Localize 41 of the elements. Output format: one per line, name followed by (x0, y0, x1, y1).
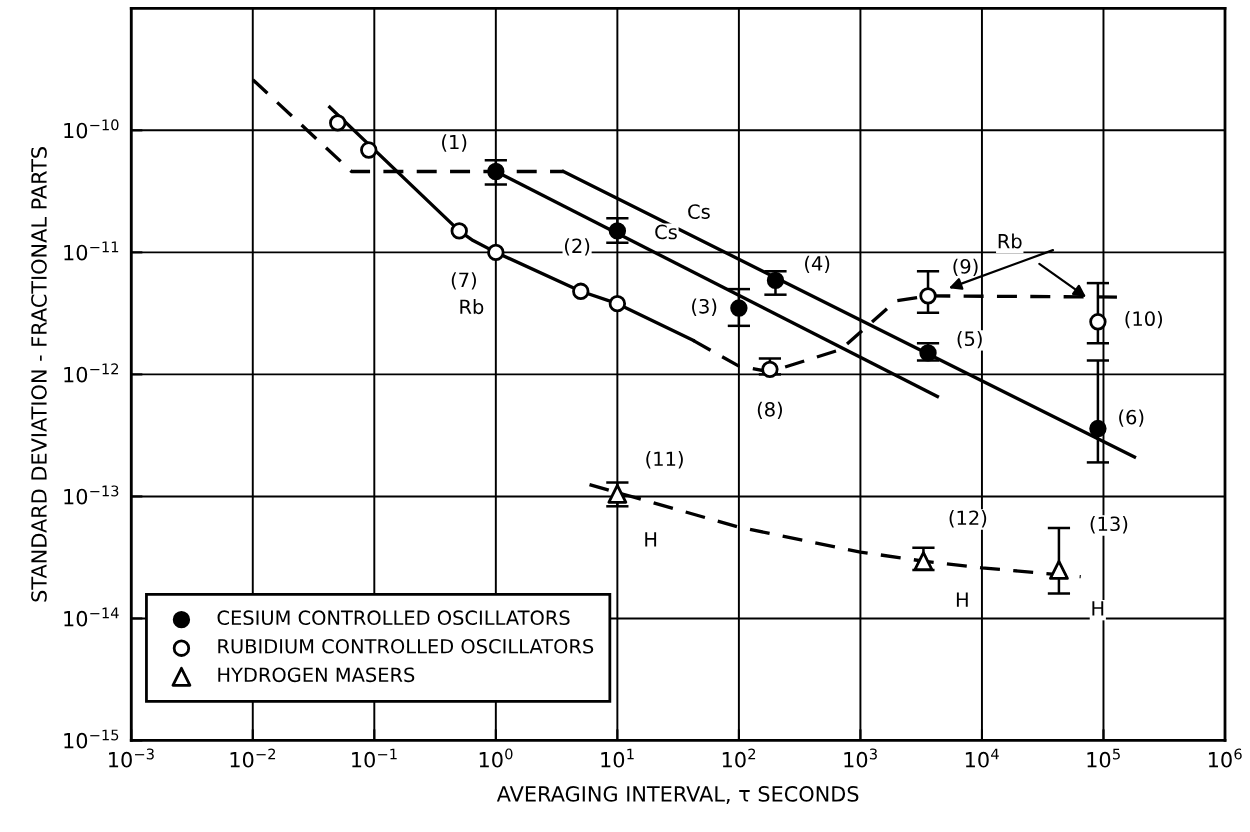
x-tick-label: 10$^{0}$ (479, 748, 513, 768)
annotation: (2) (564, 238, 590, 256)
x-tick-label: 10$^{5}$ (1087, 748, 1120, 768)
x-tick-label: 10$^{−2}$ (230, 748, 276, 768)
annotation: (1) (442, 134, 467, 152)
annotation: (13) (1090, 516, 1128, 534)
y-tick-label: 10$^{−14}$ (64, 607, 119, 627)
annotation: H (645, 532, 657, 547)
annotation: (8) (757, 401, 783, 419)
x-tick-label: 10$^{−1}$ (352, 748, 397, 768)
legend-label: HYDROGEN MASERS (218, 667, 415, 683)
annotation: (5) (957, 331, 982, 349)
annotation: Cs (655, 224, 677, 240)
x-tick-label: 10$^{4}$ (965, 748, 999, 768)
annotation: (9) (953, 258, 978, 277)
annotation: (6) (1119, 409, 1144, 427)
x-tick-label: 10$^{−3}$ (109, 748, 154, 768)
x-tick-label: 10$^{3}$ (844, 748, 877, 768)
annotation: (12) (949, 510, 987, 528)
y-tick-label: 10$^{−15}$ (64, 729, 119, 749)
x-axis-title: AVERAGING INTERVAL, τ SECONDS (496, 786, 859, 804)
y-axis-title: STANDARD DEVIATION - FRACTIONAL PARTS (31, 147, 47, 602)
x-tick-label: 10$^{1}$ (601, 748, 634, 768)
annotation: (4) (805, 255, 830, 273)
annotation: (7) (451, 272, 476, 290)
y-tick-label: 10$^{−13}$ (64, 485, 119, 505)
y-tick-label: 10$^{−11}$ (64, 241, 119, 261)
annotation: H (956, 592, 968, 607)
legend-label: CESIUM CONTROLLED OSCILLATORS (217, 610, 570, 626)
y-tick-label: 10$^{−12}$ (64, 363, 119, 383)
annotation: Rb (998, 233, 1022, 249)
annotation: (11) (646, 451, 683, 469)
y-tick-label: 10$^{−10}$ (64, 119, 119, 139)
annotation: (10) (1125, 310, 1163, 329)
legend-label: RUBIDIUM CONTROLLED OSCILLATORS (218, 638, 594, 654)
annotation: Rb (460, 299, 484, 315)
x-tick-label: 10$^{2}$ (722, 748, 756, 768)
annotation: H (1092, 601, 1104, 616)
annotation: Cs (688, 204, 710, 219)
annotation: (3) (692, 298, 717, 316)
x-tick-label: 10$^{6}$ (1208, 748, 1242, 768)
